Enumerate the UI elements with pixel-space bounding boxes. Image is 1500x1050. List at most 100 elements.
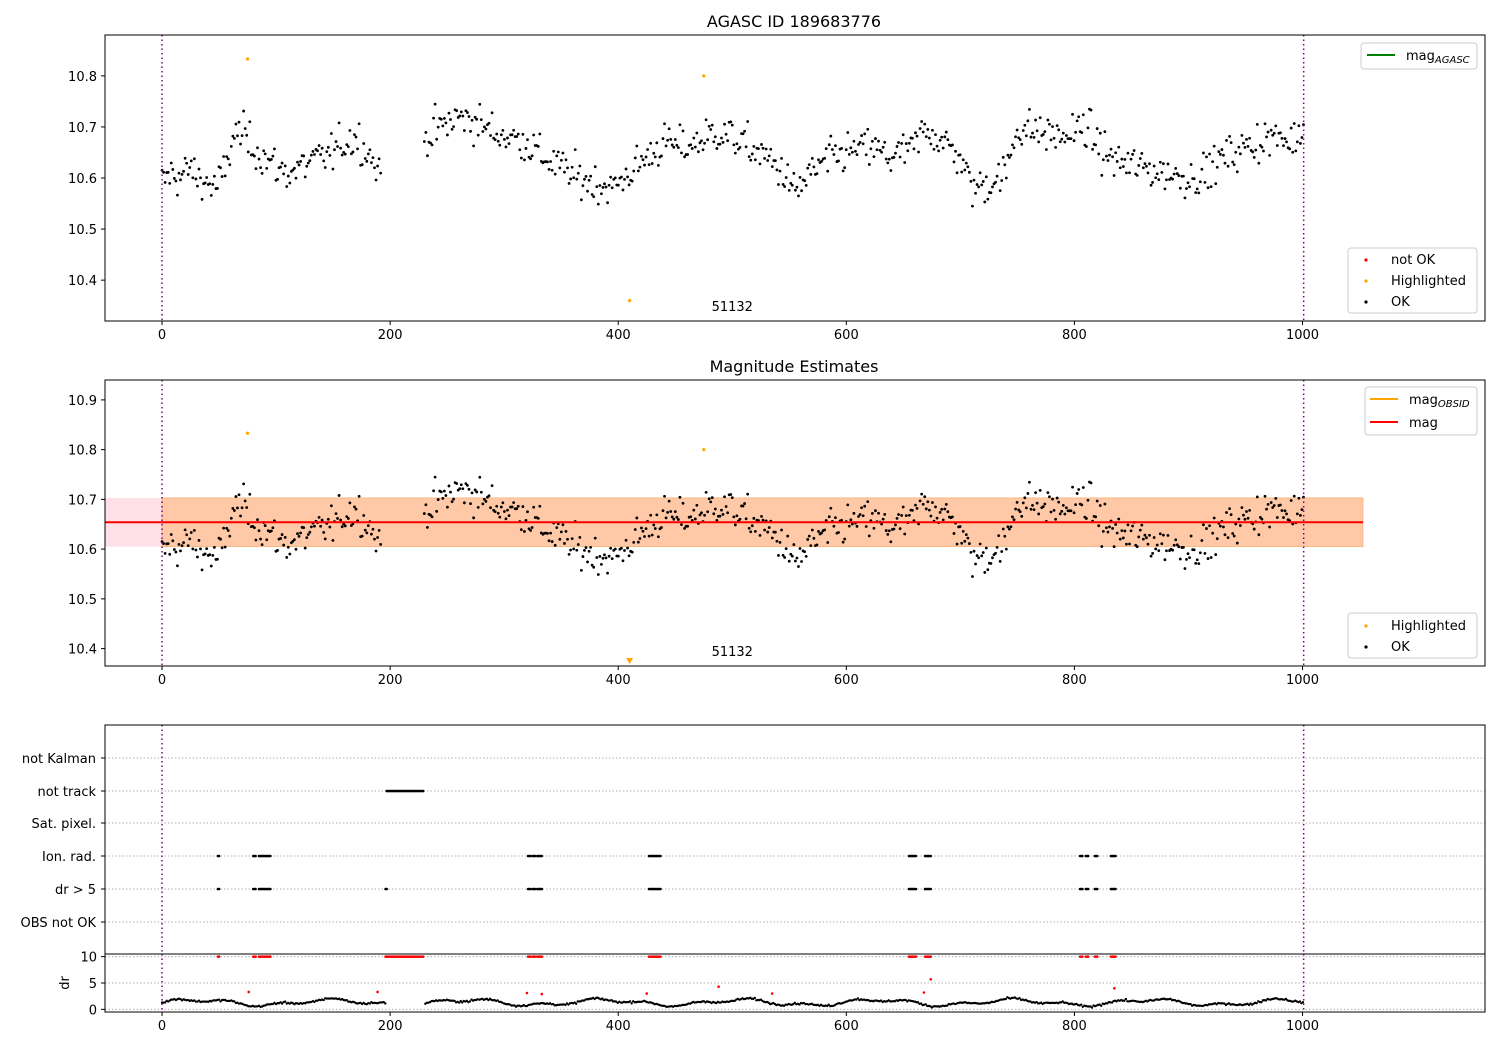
p2-ok-point [1285,512,1288,516]
p1-ok-point [941,146,945,150]
p1-ok-point [633,156,637,160]
p2-ok-point [1266,502,1270,506]
p1-ok-point [1001,155,1005,159]
p2-ok-point [995,545,999,549]
p2-ok-point [1198,551,1202,555]
p2-ok-point [781,553,785,557]
p2-ok-point [750,524,754,528]
p1-ok-point [450,127,454,131]
p1-ok-point [1098,131,1102,135]
p2-ok-point [1097,524,1101,528]
p2-ok-point [563,542,566,545]
p1-ok-point [1151,181,1155,184]
p2-ok-point [652,523,656,527]
p1-ok-point [254,167,258,171]
p2-ok-point [322,531,326,534]
dr-point [345,998,348,1002]
p2-ok-point [698,513,702,517]
p2-ok-point [840,518,843,522]
p1-legend-mag-agasc-label: mag [1406,49,1435,64]
p1-ok-point [1220,148,1224,151]
p2-ok-point [446,505,449,509]
p1-ok-point [566,166,569,170]
p2-ok-point [590,563,594,567]
dr-outlier-point [247,990,251,994]
p2-ok-point [923,495,927,499]
p2-ok-point [761,518,765,522]
p1-ok-point [1272,131,1276,135]
p2-ok-point [817,529,820,533]
p2-ok-point [926,500,930,504]
p1-ok-point [549,160,552,163]
p1-ok-point [1086,126,1090,130]
p2-ok-point [713,507,717,511]
p2-ok-point [858,513,862,516]
p1-ok-point [1202,151,1205,155]
p1-ok-point [205,176,209,179]
svg-text:magAGASC: magAGASC [1406,49,1470,66]
p1-ok-point [1015,128,1019,132]
p1-ok-point [783,185,787,188]
p1-ok-point [286,174,290,178]
p2-ok-point [1080,503,1084,507]
p2-ok-point [911,508,914,512]
p2-ok-point [191,547,195,551]
p2-ok-point [1243,517,1247,521]
flag-point [217,854,221,858]
p1-ok-point [729,120,733,124]
p2-xtick-label: 800 [1062,673,1087,688]
p1-ok-point [185,161,189,165]
p2-ok-point [666,510,670,514]
dr-point [1080,1003,1083,1006]
p2-ok-point [695,503,699,507]
p2-ok-point [883,512,887,516]
p2-ok-point [757,519,760,522]
dr-point [630,1002,633,1005]
p1-legend-mag-agasc-sub: AGASC [1434,55,1470,66]
p1-ok-point [741,132,745,136]
p1-ok-point [927,136,931,140]
p1-ok-point [1146,171,1150,175]
p1-ok-point [955,171,959,175]
p1-ok-point [803,179,807,183]
p1-ok-point [1029,135,1033,139]
p1-ok-point [306,161,310,165]
p2-ok-point [555,526,559,529]
p1-ok-point [1009,153,1013,157]
p2-ok-point [177,542,181,546]
p2-ok-point [726,511,730,515]
p2-ok-point [297,535,301,538]
p2-ok-point [897,513,900,516]
p2-ok-point [849,518,853,522]
p2-ok-point [900,514,904,517]
p1-ok-point [743,129,746,133]
p2-ok-point [860,506,864,510]
p1-ok-point [1118,166,1122,170]
p2-ok-point [904,514,908,517]
p1-ok-point [538,132,542,136]
p1-ok-point [861,142,865,146]
p2-ok-point [837,531,840,534]
p1-ok-point [1231,160,1235,164]
p2-ok-point [804,554,808,558]
p1-ok-point [339,146,343,150]
p2-ok-point [475,490,479,494]
p1-ok-point [830,148,834,151]
dr-point [916,1001,920,1004]
p2-ok-point [444,494,448,497]
p2-ok-point [961,529,965,533]
p1-ok-point [526,138,529,142]
p1-ok-point [692,136,696,140]
p2-ok-point [663,494,666,498]
p1-ok-point [1237,145,1241,149]
p1-ok-point [269,158,273,161]
p2-ok-point [470,491,474,495]
p2-ok-point [778,540,782,544]
p1-ok-point [720,136,723,140]
p2-ok-point [1235,541,1239,545]
p2-ok-point [171,539,175,543]
p2-highlighted-point [245,431,250,435]
p1-ok-point [733,151,737,155]
p1-ok-point [609,175,613,179]
p2-ok-point [467,487,471,491]
